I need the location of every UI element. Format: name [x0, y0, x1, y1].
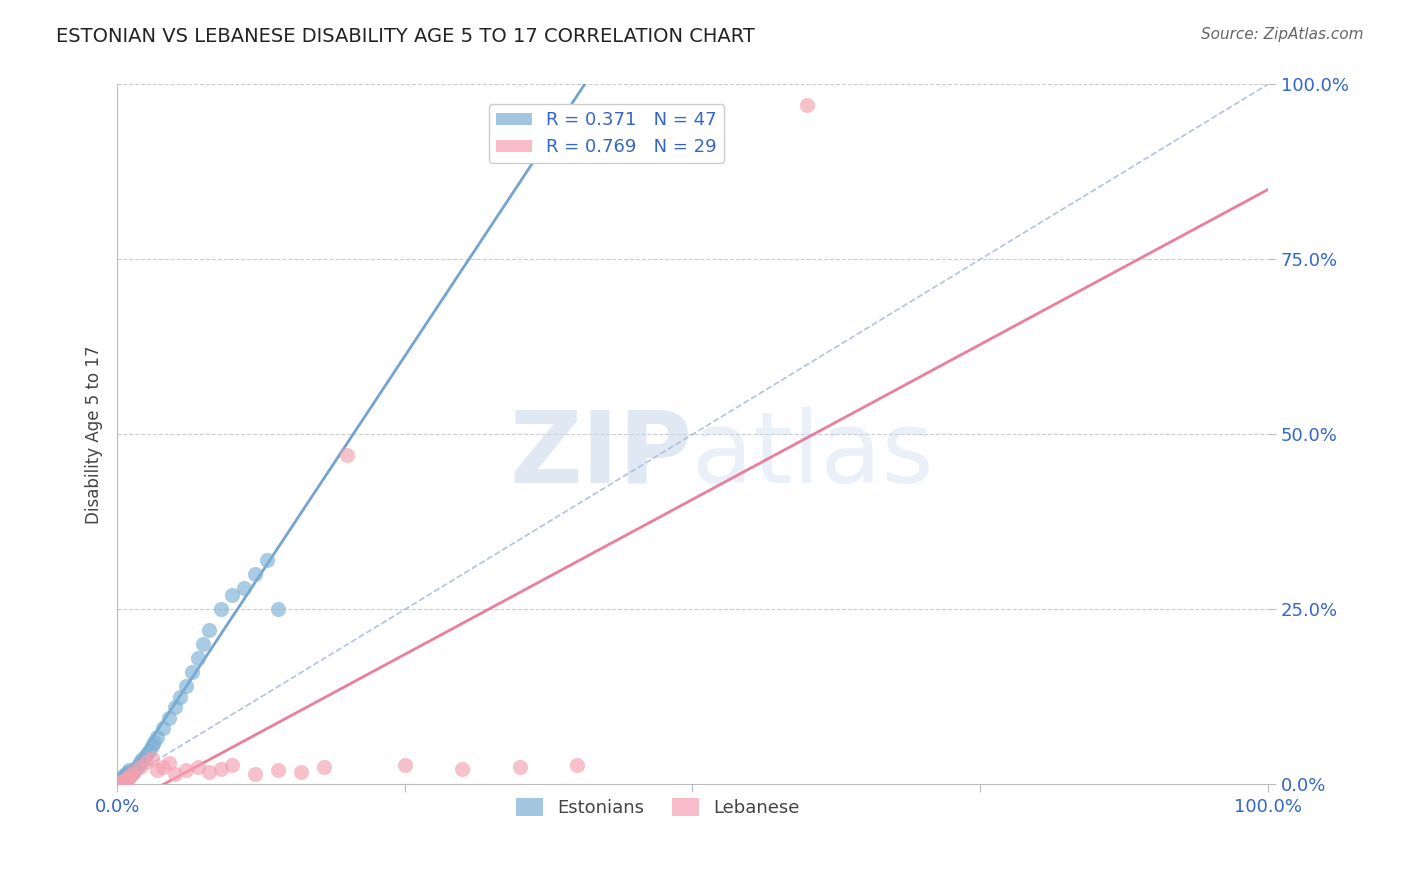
Point: [267, 602, 290, 616]
Point: [112, 773, 135, 788]
Point: [198, 624, 221, 638]
Point: [118, 768, 141, 782]
Point: [221, 589, 243, 603]
Point: [174, 764, 197, 778]
Point: [114, 768, 136, 782]
Point: [124, 763, 146, 777]
Point: [124, 761, 146, 775]
Point: [209, 762, 232, 776]
Point: [267, 764, 290, 778]
Point: [336, 449, 359, 463]
Point: [118, 770, 141, 784]
Point: [110, 775, 132, 789]
Text: ESTONIAN VS LEBANESE DISABILITY AGE 5 TO 17 CORRELATION CHART: ESTONIAN VS LEBANESE DISABILITY AGE 5 TO…: [56, 27, 755, 45]
Point: [152, 722, 174, 736]
Point: [169, 690, 191, 704]
Point: [394, 757, 416, 772]
Point: [198, 764, 221, 779]
Point: [146, 730, 169, 744]
Point: [314, 760, 336, 774]
Point: [127, 758, 149, 772]
Point: [141, 739, 163, 753]
Legend: Estonians, Lebanese: Estonians, Lebanese: [509, 790, 807, 824]
Point: [290, 764, 312, 779]
Point: [110, 775, 132, 789]
Point: [111, 774, 134, 789]
Point: [115, 771, 138, 785]
Point: [115, 767, 138, 781]
Point: [120, 767, 142, 781]
Text: ZIP: ZIP: [509, 407, 692, 504]
Point: [121, 765, 143, 780]
Point: [152, 760, 174, 774]
Point: [157, 711, 180, 725]
Point: [163, 767, 186, 781]
Point: [174, 680, 197, 694]
Point: [117, 771, 139, 785]
Text: Source: ZipAtlas.com: Source: ZipAtlas.com: [1201, 27, 1364, 42]
Point: [221, 757, 243, 772]
Point: [111, 769, 134, 783]
Point: [117, 771, 139, 785]
Point: [120, 767, 142, 781]
Point: [509, 760, 531, 774]
Point: [143, 735, 166, 749]
Point: [163, 700, 186, 714]
Point: [114, 772, 136, 787]
Point: [117, 764, 139, 779]
Point: [141, 751, 163, 765]
Point: [146, 764, 169, 778]
Point: [135, 755, 157, 769]
Point: [138, 744, 160, 758]
Point: [129, 755, 152, 769]
Point: [245, 767, 267, 781]
Point: [112, 771, 135, 785]
Point: [181, 665, 204, 680]
Point: [187, 760, 209, 774]
Point: [193, 637, 215, 651]
Point: [157, 756, 180, 771]
Point: [122, 764, 145, 778]
Point: [129, 760, 152, 774]
Point: [110, 773, 132, 788]
Point: [111, 773, 134, 788]
Point: [567, 757, 589, 772]
Point: [232, 582, 254, 596]
Point: [108, 776, 131, 790]
Point: [135, 747, 157, 762]
Point: [209, 602, 232, 616]
Point: [187, 651, 209, 665]
Point: [111, 772, 134, 786]
Point: [131, 752, 153, 766]
Point: [118, 764, 141, 778]
Point: [256, 553, 278, 567]
Y-axis label: Disability Age 5 to 17: Disability Age 5 to 17: [86, 345, 103, 524]
Point: [118, 770, 141, 784]
Point: [111, 772, 134, 787]
Point: [796, 98, 818, 112]
Point: [111, 773, 134, 788]
Point: [245, 567, 267, 582]
Point: [451, 762, 474, 776]
Point: [114, 772, 136, 787]
Point: [124, 764, 146, 779]
Text: atlas: atlas: [692, 407, 934, 504]
